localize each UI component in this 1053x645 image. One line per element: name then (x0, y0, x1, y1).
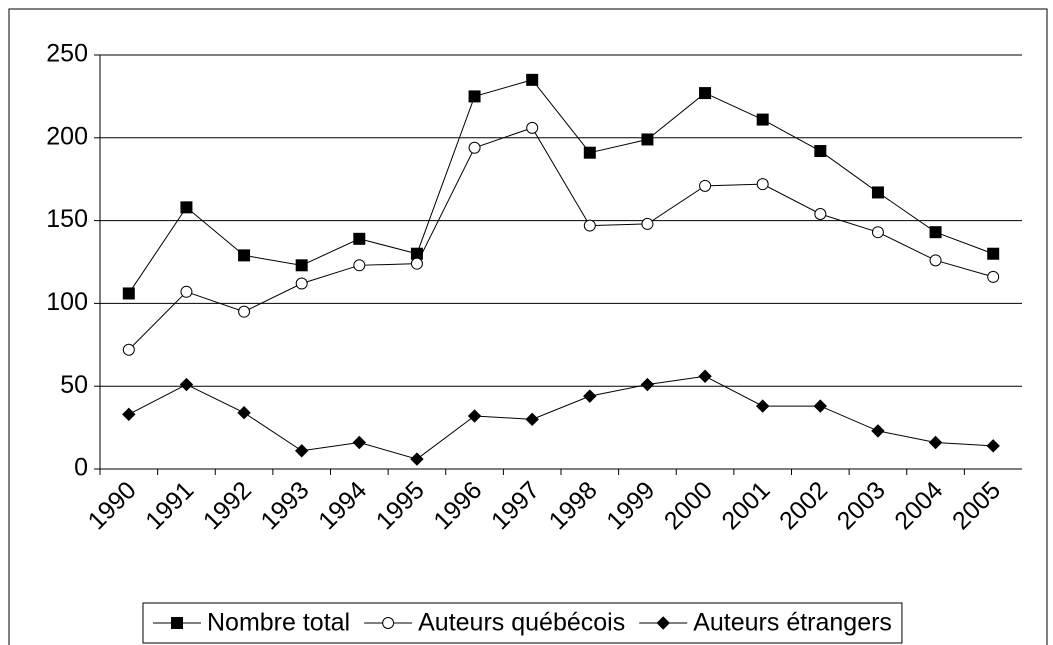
marker (295, 277, 308, 290)
marker (928, 435, 943, 450)
marker (699, 87, 712, 100)
marker (583, 146, 596, 159)
legend-label: Auteurs québécois (418, 609, 625, 637)
legend-label: Nombre total (207, 609, 350, 637)
marker (871, 186, 884, 199)
series-line (128, 127, 994, 351)
marker (929, 226, 942, 239)
marker (987, 247, 1000, 260)
marker (410, 452, 424, 466)
marker (353, 259, 366, 272)
marker (238, 249, 251, 262)
marker (352, 435, 367, 450)
marker (122, 343, 135, 356)
marker (641, 133, 654, 146)
marker (640, 377, 655, 392)
marker (294, 444, 309, 458)
marker (122, 287, 135, 300)
marker (468, 141, 481, 154)
y-tick-label: 50 (60, 371, 88, 399)
marker (756, 178, 769, 191)
marker (122, 407, 136, 422)
y-tick-label: 200 (46, 122, 88, 150)
marker (179, 377, 194, 392)
marker (986, 439, 1000, 453)
marker (180, 285, 193, 298)
y-tick-label: 150 (46, 205, 88, 233)
chart-frame (8, 8, 1048, 645)
marker (699, 179, 712, 192)
marker (871, 226, 884, 239)
legend-label: Auteurs étrangers (693, 609, 892, 637)
y-tick-label: 0 (74, 454, 88, 482)
marker (583, 389, 597, 403)
marker (410, 247, 423, 260)
marker (238, 305, 251, 318)
marker (871, 424, 885, 438)
marker (987, 270, 1000, 283)
marker (583, 219, 596, 232)
marker (353, 232, 366, 245)
marker (656, 616, 670, 630)
marker (526, 121, 539, 134)
marker (382, 617, 395, 629)
marker (468, 90, 481, 103)
marker (641, 217, 654, 230)
y-tick-label: 250 (46, 40, 88, 68)
marker (526, 73, 539, 86)
marker (467, 409, 482, 423)
marker (171, 617, 183, 629)
marker (755, 399, 770, 413)
marker (237, 405, 251, 420)
y-tick-label: 100 (46, 288, 88, 316)
series-line (128, 79, 994, 294)
marker (813, 399, 828, 413)
marker (180, 201, 193, 214)
marker (814, 145, 827, 158)
series-line (128, 375, 994, 460)
marker (698, 369, 712, 383)
marker (756, 113, 769, 126)
legend-box (142, 602, 903, 644)
marker (410, 257, 423, 270)
marker (525, 412, 539, 427)
marker (929, 254, 942, 267)
marker (295, 259, 308, 272)
marker (814, 207, 827, 220)
